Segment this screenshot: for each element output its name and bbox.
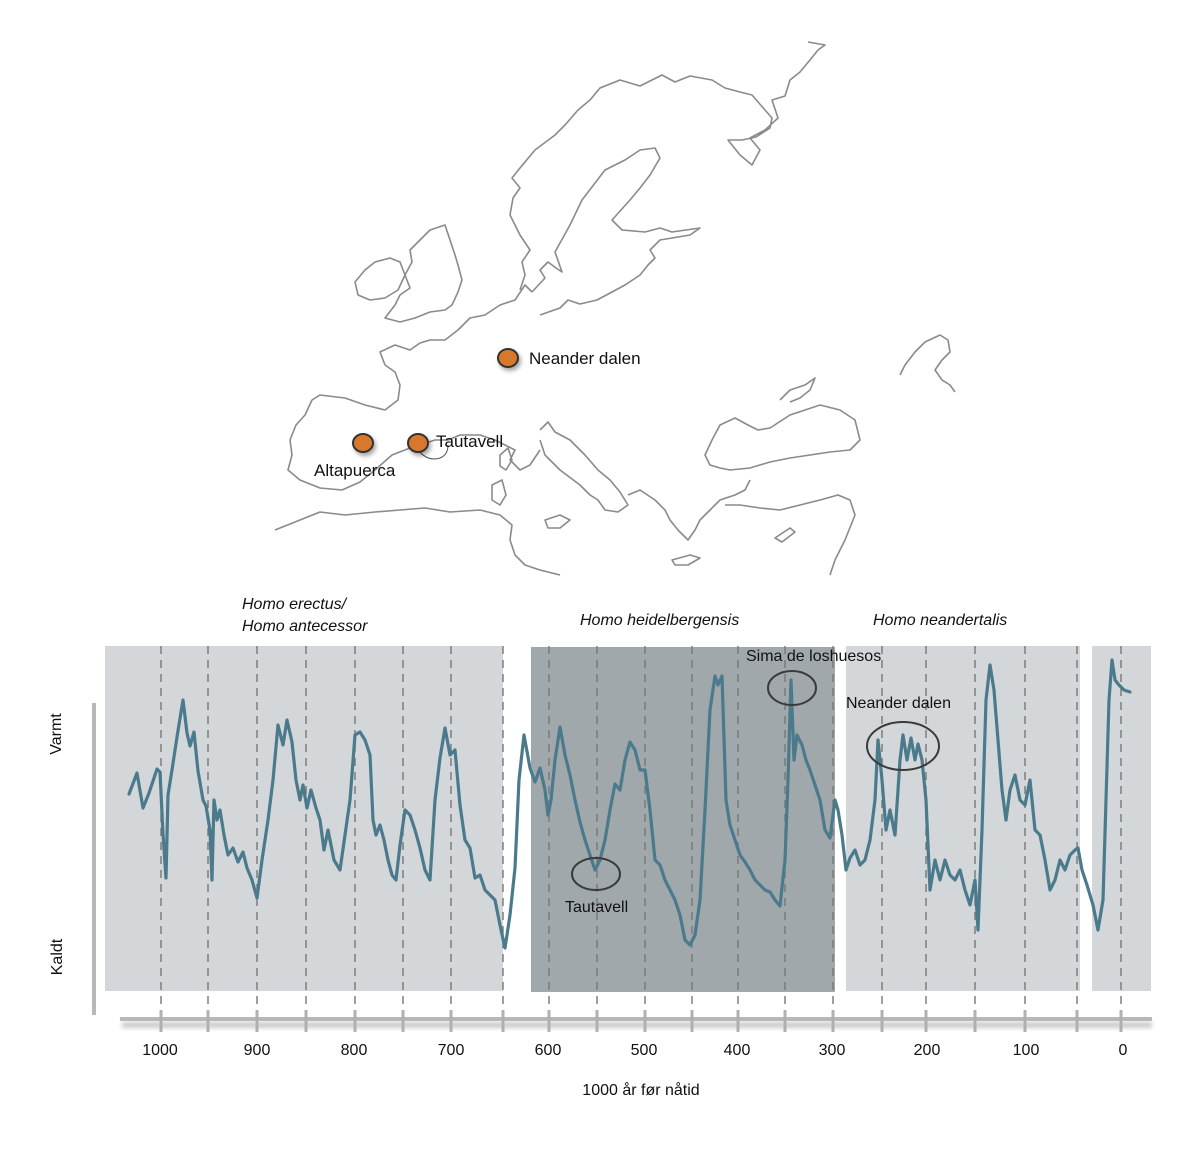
tautavell-leader-line — [417, 444, 449, 460]
map-label-tautavell: Tautavell — [436, 432, 504, 451]
site-marker-altapuerca — [352, 433, 374, 453]
gridlines — [160, 646, 1122, 1035]
coastline-italy — [539, 421, 629, 513]
coastline-britain — [384, 224, 463, 323]
species-label-heidelbergensis: Homo heidelbergensis — [580, 612, 740, 629]
x-tick-700: 700 — [437, 1042, 465, 1059]
coastline-crete — [671, 554, 701, 566]
y-label-kaldt: Kaldt — [49, 938, 66, 976]
x-tick-300: 300 — [818, 1042, 846, 1059]
x-tick-800: 800 — [340, 1042, 368, 1059]
x-tick-1000: 1000 — [142, 1042, 178, 1059]
coastline-balkans — [627, 479, 751, 541]
x-tick-200: 200 — [913, 1042, 941, 1059]
annotation-circle-tautavell — [571, 857, 621, 891]
coastline-black-sea — [704, 404, 861, 471]
x-axis-title: 1000 år før nåtid — [582, 1082, 700, 1099]
y-axis-bar — [92, 703, 96, 1015]
coastline-western-europe — [379, 284, 533, 366]
species-label-neandertalis: Homo neandertalis — [873, 612, 1008, 629]
species-erectus-line2: Homo antecessor — [242, 618, 368, 635]
period-panel-heidelbergensis — [531, 647, 835, 992]
annotation-label-tautavell: Tautavell — [565, 899, 629, 916]
coastline-sardinia — [491, 479, 507, 506]
coastline-north-africa — [274, 507, 561, 576]
europe-map — [274, 41, 956, 576]
coastline-baltic — [531, 147, 701, 316]
x-axis-bar — [120, 1017, 1152, 1021]
coastline-sicily — [544, 514, 571, 529]
coastline-france-spain — [287, 364, 541, 491]
x-tick-400: 400 — [723, 1042, 751, 1059]
x-tick-900: 900 — [243, 1042, 271, 1059]
coastline-cyprus — [774, 527, 796, 543]
coastline-scandinavia — [509, 41, 826, 291]
climate-curve — [127, 658, 1132, 950]
site-marker-tautavell — [407, 433, 429, 453]
period-panel-erectus — [105, 646, 503, 991]
annotation-label-neander: Neander dalen — [846, 695, 951, 712]
annotation-circle-sima — [767, 670, 817, 706]
x-tick-500: 500 — [630, 1042, 658, 1059]
x-axis-ticks — [159, 1010, 1123, 1032]
map-label-neander-dalen: Neander dalen — [529, 349, 641, 368]
annotation-label-sima: Sima de loshuesos — [746, 648, 882, 665]
species-erectus-line1: Homo erectus/ — [242, 596, 347, 613]
site-marker-neander-dalen — [497, 348, 519, 368]
y-label-varmt: Varmt — [48, 713, 65, 755]
x-tick-0: 0 — [1118, 1042, 1128, 1059]
x-tick-100: 100 — [1012, 1042, 1040, 1059]
map-label-altapuerca: Altapuerca — [314, 461, 396, 480]
coastline-corsica — [499, 447, 513, 471]
coastline-ireland — [354, 257, 406, 301]
coastline-anatolia — [725, 494, 856, 576]
species-label-erectus: Homo erectus/ Homo antecessor — [242, 594, 367, 638]
x-tick-600: 600 — [534, 1042, 562, 1059]
annotation-circle-neander — [866, 721, 940, 771]
period-panel-recent — [1092, 646, 1151, 991]
coastline-caspian — [899, 334, 956, 393]
coastline-crimea — [779, 377, 816, 403]
